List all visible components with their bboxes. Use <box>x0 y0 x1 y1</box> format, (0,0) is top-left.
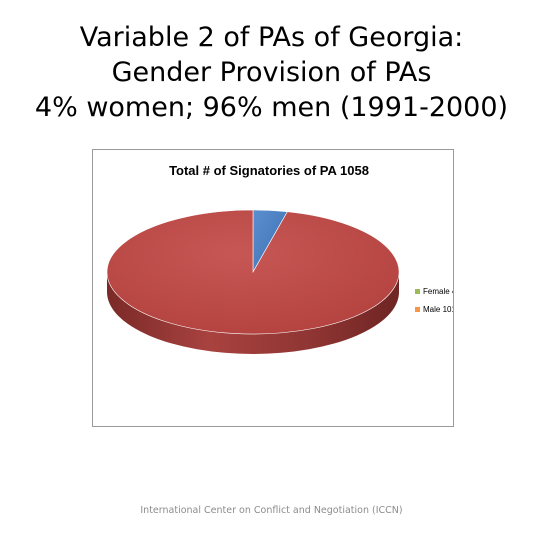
slide-title: Variable 2 of PAs of Georgia: Gender Pro… <box>0 20 543 125</box>
slide-title-line-1: Variable 2 of PAs of Georgia: <box>79 22 464 53</box>
pie-chart-canvas: Total # of Signatories of PA 1058 Female… <box>106 163 453 354</box>
legend: Female 40 Male 1018 <box>415 287 453 314</box>
legend-swatch-male <box>415 307 420 312</box>
pie-chart: Total # of Signatories of PA 1058 Female… <box>92 149 454 427</box>
pie-slices <box>106 209 400 354</box>
legend-swatch-female <box>415 289 420 294</box>
legend-label-male: Male 1018 <box>423 305 453 314</box>
slide-title-line-3: 4% women; 96% men (1991-2000) <box>34 92 509 123</box>
pie-slice-male <box>106 209 400 335</box>
legend-label-female: Female 40 <box>423 287 453 296</box>
footer-text: International Center on Conflict and Neg… <box>140 505 403 516</box>
slide-title-line-2: Gender Provision of PAs <box>111 57 432 88</box>
pie-side-male <box>107 272 399 354</box>
chart-title: Total # of Signatories of PA 1058 <box>169 163 369 178</box>
